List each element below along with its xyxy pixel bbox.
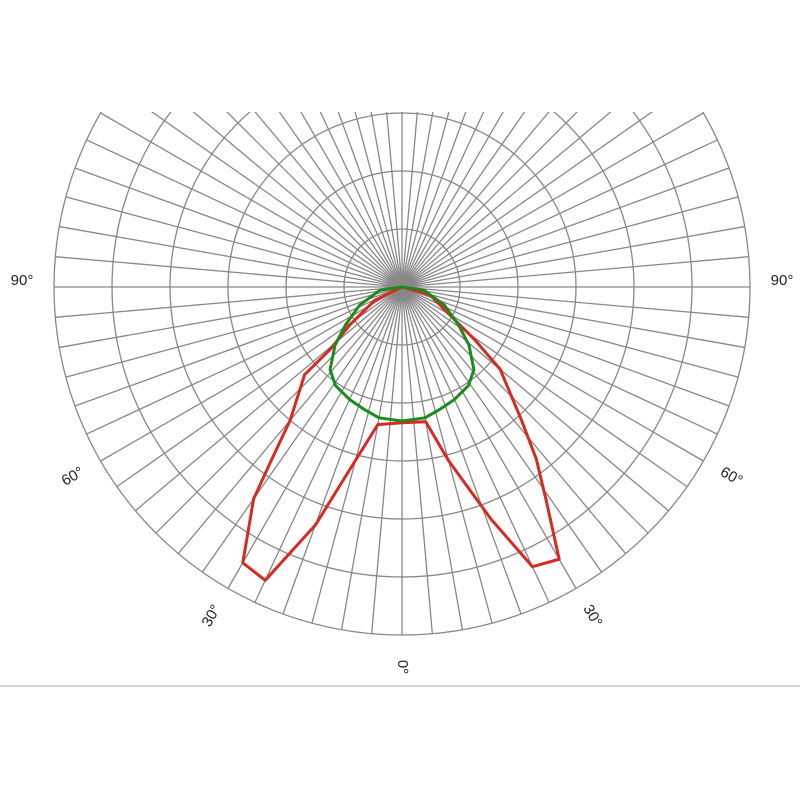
- series-line: [328, 285, 476, 423]
- grid-spoke: [100, 112, 403, 288]
- grid-spoke: [226, 112, 403, 288]
- grid: [53, 112, 751, 636]
- angle-label: 90°: [771, 272, 794, 289]
- grid-spoke: [55, 286, 403, 318]
- grid-spoke: [401, 112, 526, 288]
- grid-spoke: [86, 139, 403, 288]
- grid-spoke: [254, 286, 403, 603]
- grid-spoke: [401, 112, 578, 288]
- grid-spoke: [311, 286, 403, 624]
- grid-spoke: [134, 286, 403, 512]
- angle-label: 30°: [579, 602, 605, 630]
- grid-spoke: [337, 112, 403, 288]
- grid-spoke: [401, 286, 688, 488]
- grid-spoke: [401, 286, 718, 435]
- angle-label: 60°: [717, 464, 745, 490]
- grid-spoke: [401, 139, 718, 288]
- grid-spoke: [278, 112, 403, 288]
- grid-spoke: [201, 286, 403, 573]
- grid-spoke: [401, 112, 418, 288]
- grid-spoke: [401, 286, 745, 349]
- grid-spoke: [340, 286, 403, 630]
- grid-spoke: [401, 286, 603, 573]
- angle-label: 0°: [394, 660, 411, 674]
- grid-spoke: [401, 286, 749, 318]
- grid-spoke: [59, 225, 403, 288]
- grid-spoke: [401, 286, 627, 555]
- grid-spoke: [401, 225, 745, 288]
- grid-spoke: [401, 256, 749, 288]
- angle-label: 90°: [11, 272, 34, 289]
- grid-spoke: [74, 286, 403, 407]
- grid-spoke: [65, 286, 403, 378]
- grid-spoke: [401, 286, 649, 534]
- grid-spoke: [401, 112, 550, 288]
- grid-spoke: [401, 286, 433, 634]
- grid-spoke: [192, 112, 403, 288]
- grid-spoke: [354, 112, 403, 288]
- grid-spoke: [401, 286, 739, 378]
- grid-spoke: [254, 112, 403, 288]
- grid-spoke: [401, 112, 654, 288]
- angle-label: 60°: [59, 464, 87, 490]
- series-line: [241, 285, 561, 582]
- grid-spoke: [59, 286, 403, 349]
- grid-spoke: [401, 112, 467, 288]
- grid-spoke: [155, 286, 403, 534]
- grid-spoke: [371, 286, 403, 634]
- grid-spoke: [401, 286, 577, 589]
- grid-spoke: [401, 112, 704, 288]
- grid-spoke: [401, 112, 612, 288]
- grid-spoke: [55, 256, 403, 288]
- grid-spoke: [401, 286, 493, 624]
- grid-spoke: [401, 112, 485, 288]
- grid-spoke: [401, 286, 522, 615]
- grid-spoke: [401, 112, 450, 288]
- grid-spoke: [319, 112, 403, 288]
- grid-spoke: [227, 286, 403, 589]
- angle-label: 30°: [199, 602, 225, 630]
- grid-spoke: [401, 196, 739, 288]
- grid-spoke: [401, 286, 670, 512]
- grid-spoke: [65, 196, 403, 288]
- grid-spoke: [150, 112, 403, 288]
- grid-spoke: [86, 286, 403, 435]
- grid-spoke: [401, 112, 504, 288]
- grid-spoke: [386, 112, 403, 288]
- grid-spoke: [74, 167, 403, 288]
- grid-spoke: [401, 286, 730, 407]
- grid-spoke: [370, 112, 403, 288]
- grid-spoke: [300, 112, 403, 288]
- grid-spoke: [401, 286, 464, 630]
- grid-spoke: [401, 286, 550, 603]
- grid-spoke: [282, 286, 403, 615]
- grid-spoke: [401, 112, 434, 288]
- grid-spoke: [401, 167, 730, 288]
